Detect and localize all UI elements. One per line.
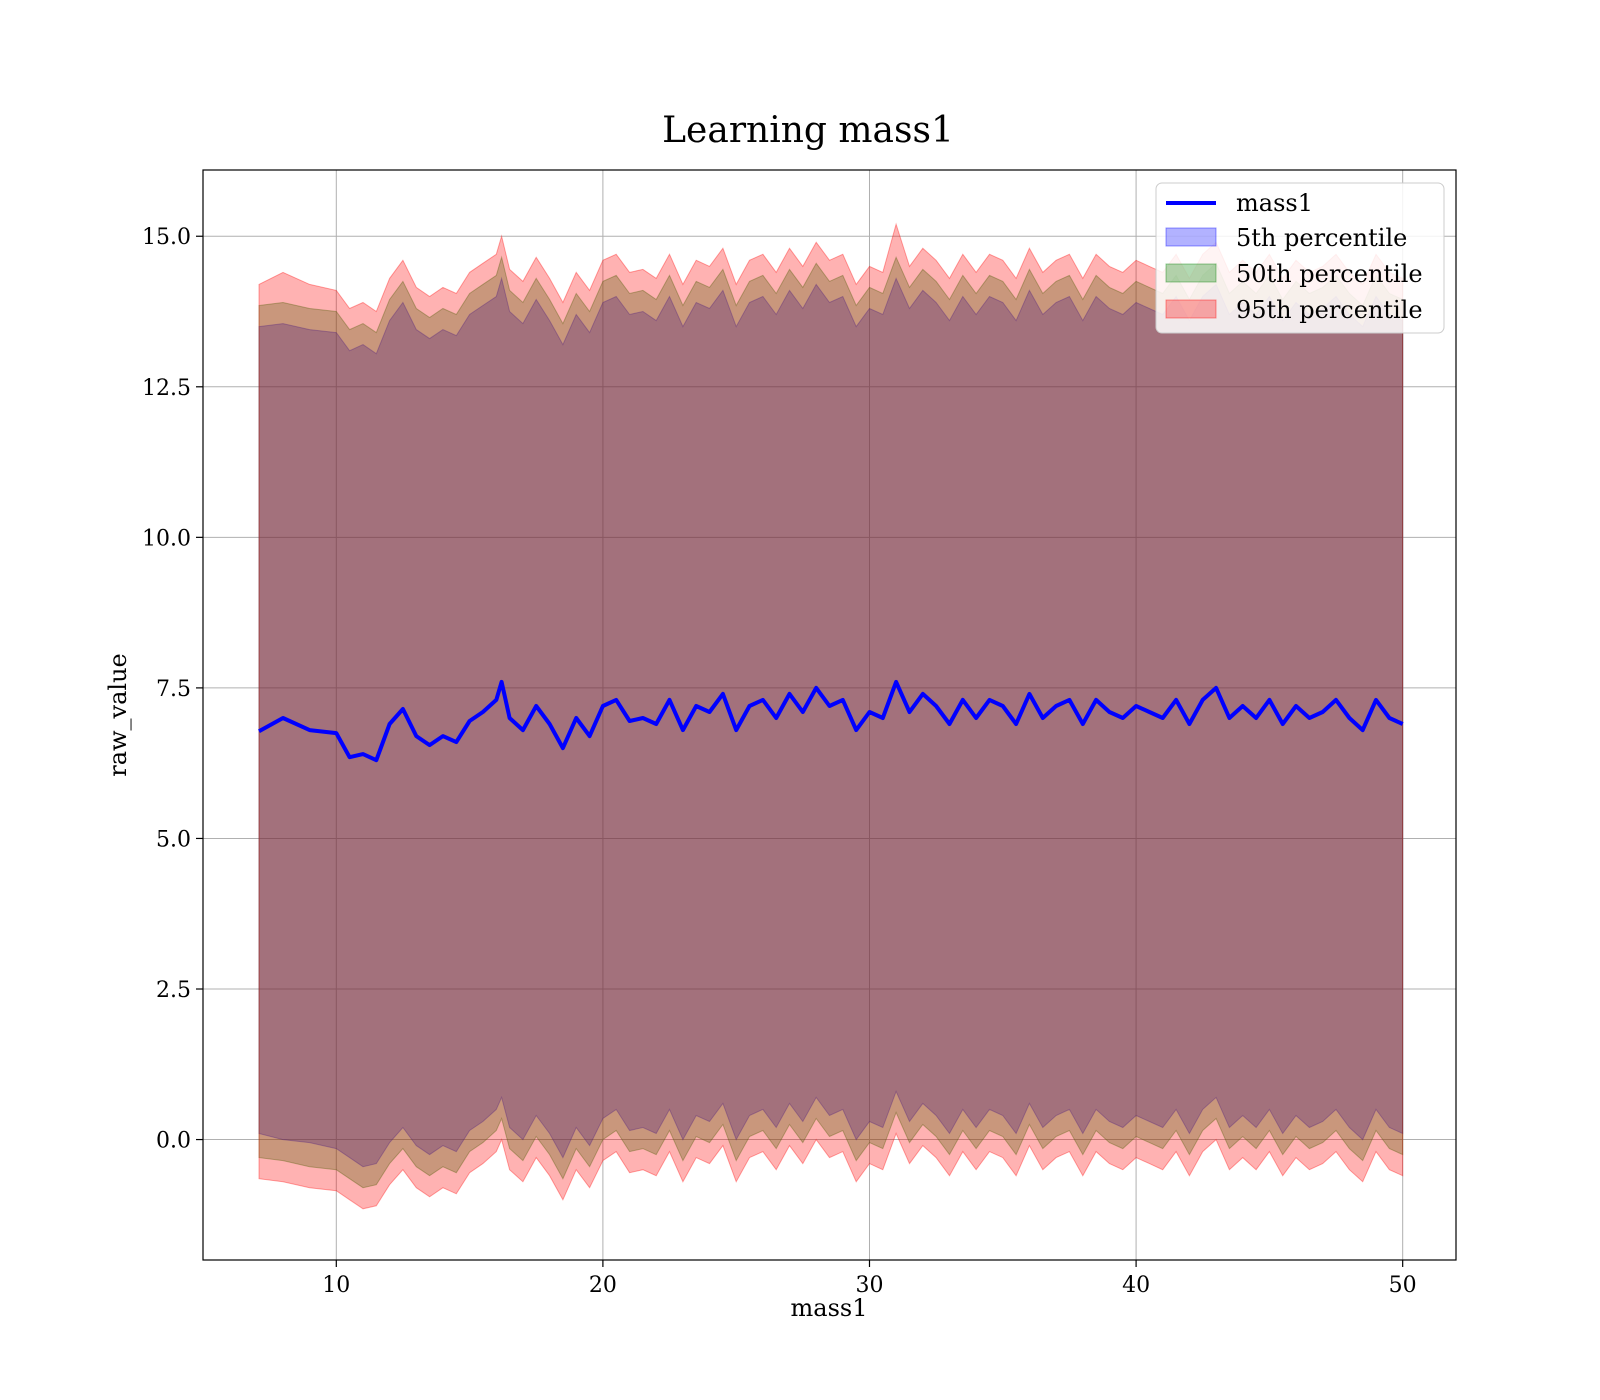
axes-frame bbox=[202, 169, 1457, 1261]
chart-title: Learning mass1 bbox=[662, 110, 954, 151]
y-axis-label: raw_value bbox=[104, 653, 132, 777]
legend-label-5th: 5th percentile bbox=[1236, 224, 1407, 252]
grid-layer bbox=[203, 170, 1456, 1260]
y-tick-label: 10.0 bbox=[142, 526, 191, 551]
legend-swatch-5th bbox=[1165, 227, 1217, 247]
tick-layer: 10 20 30 40 50 0.0 2.5 5.0 7.5 10.0 12.5 15.0 bbox=[142, 225, 1417, 1298]
x-tick-label: 10 bbox=[322, 1273, 350, 1298]
series-line-mass1 bbox=[258, 679, 1404, 763]
y-tick-label: 0.0 bbox=[156, 1129, 191, 1154]
y-tick-label: 5.0 bbox=[156, 827, 191, 852]
band-layer bbox=[258, 222, 1404, 1210]
band-95th-percentile bbox=[258, 222, 1404, 1210]
legend: mass1 5th percentile 50th percentile 95t… bbox=[1155, 182, 1445, 334]
x-tick-label: 40 bbox=[1122, 1273, 1150, 1298]
band-5th-percentile bbox=[258, 276, 1404, 1168]
legend-swatch-95th bbox=[1165, 299, 1217, 319]
y-tick-label: 7.5 bbox=[156, 677, 191, 702]
legend-label-mass1: mass1 bbox=[1236, 189, 1313, 217]
x-tick-label: 50 bbox=[1389, 1273, 1417, 1298]
legend-box bbox=[1155, 182, 1445, 334]
x-axis-label: mass1 bbox=[791, 1294, 868, 1322]
legend-label-50th: 50th percentile bbox=[1236, 260, 1423, 288]
x-tick-label: 30 bbox=[855, 1273, 883, 1298]
y-tick-label: 12.5 bbox=[142, 376, 191, 401]
y-tick-label: 2.5 bbox=[156, 978, 191, 1003]
legend-swatch-50th bbox=[1165, 263, 1217, 283]
band-50th-percentile bbox=[258, 255, 1404, 1189]
x-tick-label: 20 bbox=[589, 1273, 617, 1298]
y-tick-label: 15.0 bbox=[142, 225, 191, 250]
legend-label-95th: 95th percentile bbox=[1236, 296, 1423, 324]
line-layer bbox=[258, 679, 1404, 763]
